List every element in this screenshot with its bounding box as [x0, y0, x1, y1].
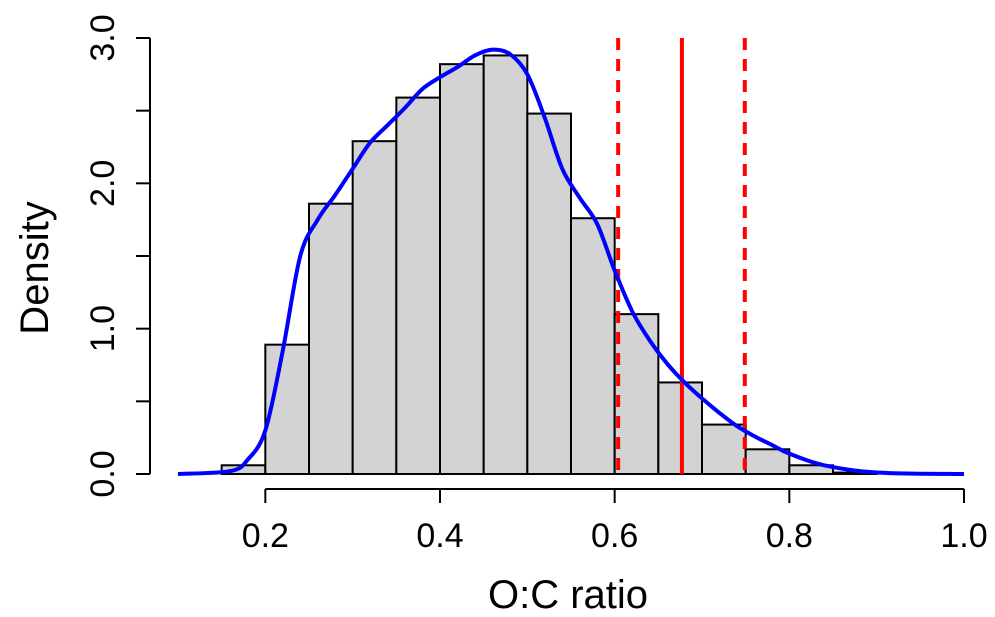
y-axis: 0.0 1.0 2.0 3.0: [84, 14, 151, 498]
histogram-bar: [701, 423, 747, 476]
x-tick-label: 1.0: [940, 517, 987, 555]
histogram-bar: [395, 96, 442, 475]
histogram-bar: [439, 63, 485, 475]
y-axis-title: Density: [13, 201, 57, 334]
x-tick-label: 0.8: [766, 517, 813, 555]
reference-lines: [616, 38, 747, 474]
histogram-bars: [220, 54, 878, 476]
histogram-bar: [613, 313, 660, 475]
histogram-bar: [526, 112, 572, 475]
y-tick-label: 3.0: [84, 14, 122, 61]
histogram-bar: [351, 140, 398, 475]
x-axis: 0.2 0.4 0.6 0.8 1.0: [242, 488, 988, 555]
y-tick-label: 0.0: [84, 450, 122, 497]
histogram-bar: [482, 54, 529, 475]
x-tick-label: 0.6: [591, 517, 638, 555]
y-tick-label: 1.0: [84, 305, 122, 352]
density-curve: [177, 47, 965, 476]
histogram-bar: [308, 202, 354, 475]
y-tick-label: 2.0: [84, 160, 122, 207]
x-axis-title: O:C ratio: [488, 573, 648, 617]
x-tick-label: 0.2: [242, 517, 289, 555]
histogram-bar: [744, 448, 791, 476]
density-curve-group: [177, 47, 965, 476]
histogram-bar: [570, 217, 616, 475]
x-tick-label: 0.4: [416, 517, 463, 555]
histogram-bar: [788, 464, 834, 475]
